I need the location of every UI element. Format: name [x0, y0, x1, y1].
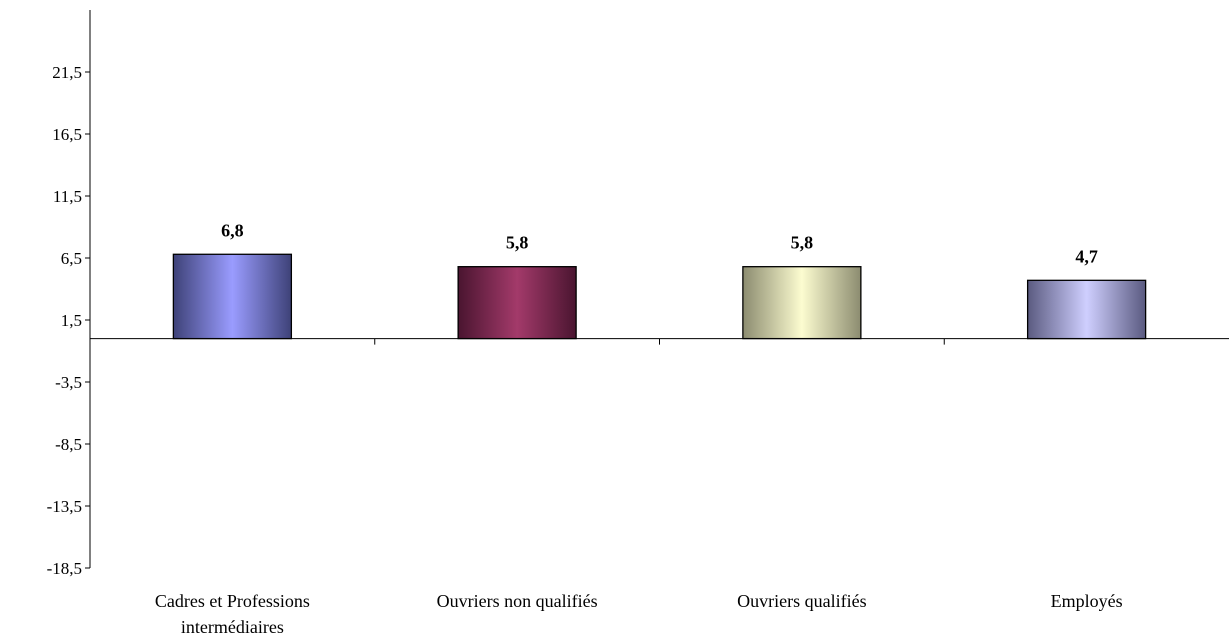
- category-label: Ouvriers qualifiés: [737, 591, 866, 611]
- bar-value-label: 5,8: [506, 233, 529, 253]
- category-labels: Cadres et Professions intermédiaires Ouvri…: [155, 591, 1123, 637]
- bars: [172, 253, 1147, 340]
- y-tick-label: -18,5: [47, 559, 82, 578]
- y-tick-label: -3,5: [55, 373, 82, 392]
- bar: [742, 266, 862, 340]
- data-labels: 6,8 5,8 5,8 4,7: [221, 220, 1098, 266]
- y-tick-label: 16,5: [52, 125, 82, 144]
- bar-value-label: 6,8: [221, 220, 244, 240]
- category-label: Cadres et Professions: [155, 591, 310, 611]
- bar: [457, 266, 577, 340]
- category-label: Ouvriers non qualifiés: [437, 591, 598, 611]
- y-tick-label: 21,5: [52, 63, 82, 82]
- bar: [1026, 279, 1147, 340]
- y-tick-label: -13,5: [47, 497, 82, 516]
- category-label: intermédiaires: [181, 617, 284, 637]
- bar-value-label: 4,7: [1075, 246, 1098, 266]
- y-tick-label: -8,5: [55, 435, 82, 454]
- y-tick-label: 11,5: [53, 187, 82, 206]
- bar-value-label: 5,8: [791, 233, 814, 253]
- y-tick-label: 6,5: [61, 249, 82, 268]
- category-label: Employés: [1051, 591, 1123, 611]
- y-tick-label: 1,5: [61, 311, 82, 330]
- x-axis: [90, 338, 1229, 345]
- bar: [172, 253, 293, 340]
- y-axis: 21,5 16,5 11,5 6,5 1,5 -3,5 -8,5 -13,5 -18,5: [47, 10, 91, 578]
